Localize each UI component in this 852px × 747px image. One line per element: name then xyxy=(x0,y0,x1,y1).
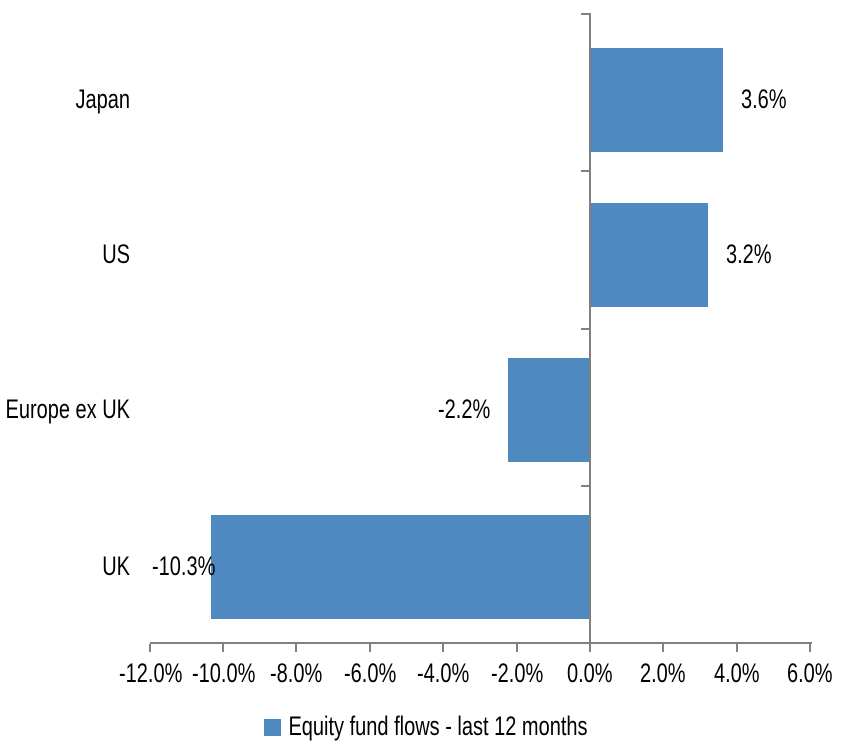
y-axis-line xyxy=(589,13,591,644)
bar-uk xyxy=(211,515,589,619)
x-tick-label: -4.0% xyxy=(417,659,470,689)
bar-value-label: -2.2% xyxy=(438,395,491,425)
category-label: Japan xyxy=(75,85,131,115)
bar-value-label: 3.2% xyxy=(726,240,772,270)
bar-japan xyxy=(591,48,723,152)
x-tick-label: -2.0% xyxy=(491,659,544,689)
legend: Equity fund flows - last 12 months xyxy=(0,709,852,745)
x-tick-label: 4.0% xyxy=(714,659,760,689)
category-label: UK xyxy=(102,552,130,582)
y-tick xyxy=(581,170,589,172)
x-tick xyxy=(589,644,591,652)
y-tick xyxy=(581,485,589,487)
x-tick xyxy=(369,644,371,652)
x-tick xyxy=(809,644,811,652)
category-label: Europe ex UK xyxy=(5,395,130,425)
x-tick-label: -12.0% xyxy=(119,659,183,689)
x-tick xyxy=(662,644,664,652)
y-tick xyxy=(581,13,589,15)
x-tick xyxy=(295,644,297,652)
y-tick xyxy=(581,328,589,330)
x-tick-label: -6.0% xyxy=(344,659,397,689)
x-tick-label: 2.0% xyxy=(640,659,686,689)
category-label: US xyxy=(102,240,130,270)
bar-us xyxy=(591,203,708,307)
x-tick-label: -10.0% xyxy=(192,659,256,689)
x-tick-label: 0.0% xyxy=(567,659,613,689)
bar-value-label: -10.3% xyxy=(152,552,216,582)
bar-value-label: 3.6% xyxy=(741,85,787,115)
bar-europe-ex-uk xyxy=(508,358,589,462)
x-tick xyxy=(516,644,518,652)
y-tick xyxy=(581,642,589,644)
x-tick-label: -8.0% xyxy=(270,659,323,689)
x-tick xyxy=(222,644,224,652)
x-tick-label: 6.0% xyxy=(787,659,833,689)
legend-swatch xyxy=(264,718,282,736)
x-tick xyxy=(736,644,738,652)
x-tick xyxy=(149,644,151,652)
x-axis-line xyxy=(150,642,812,644)
x-tick xyxy=(442,644,444,652)
legend-label: Equity fund flows - last 12 months xyxy=(288,712,588,742)
